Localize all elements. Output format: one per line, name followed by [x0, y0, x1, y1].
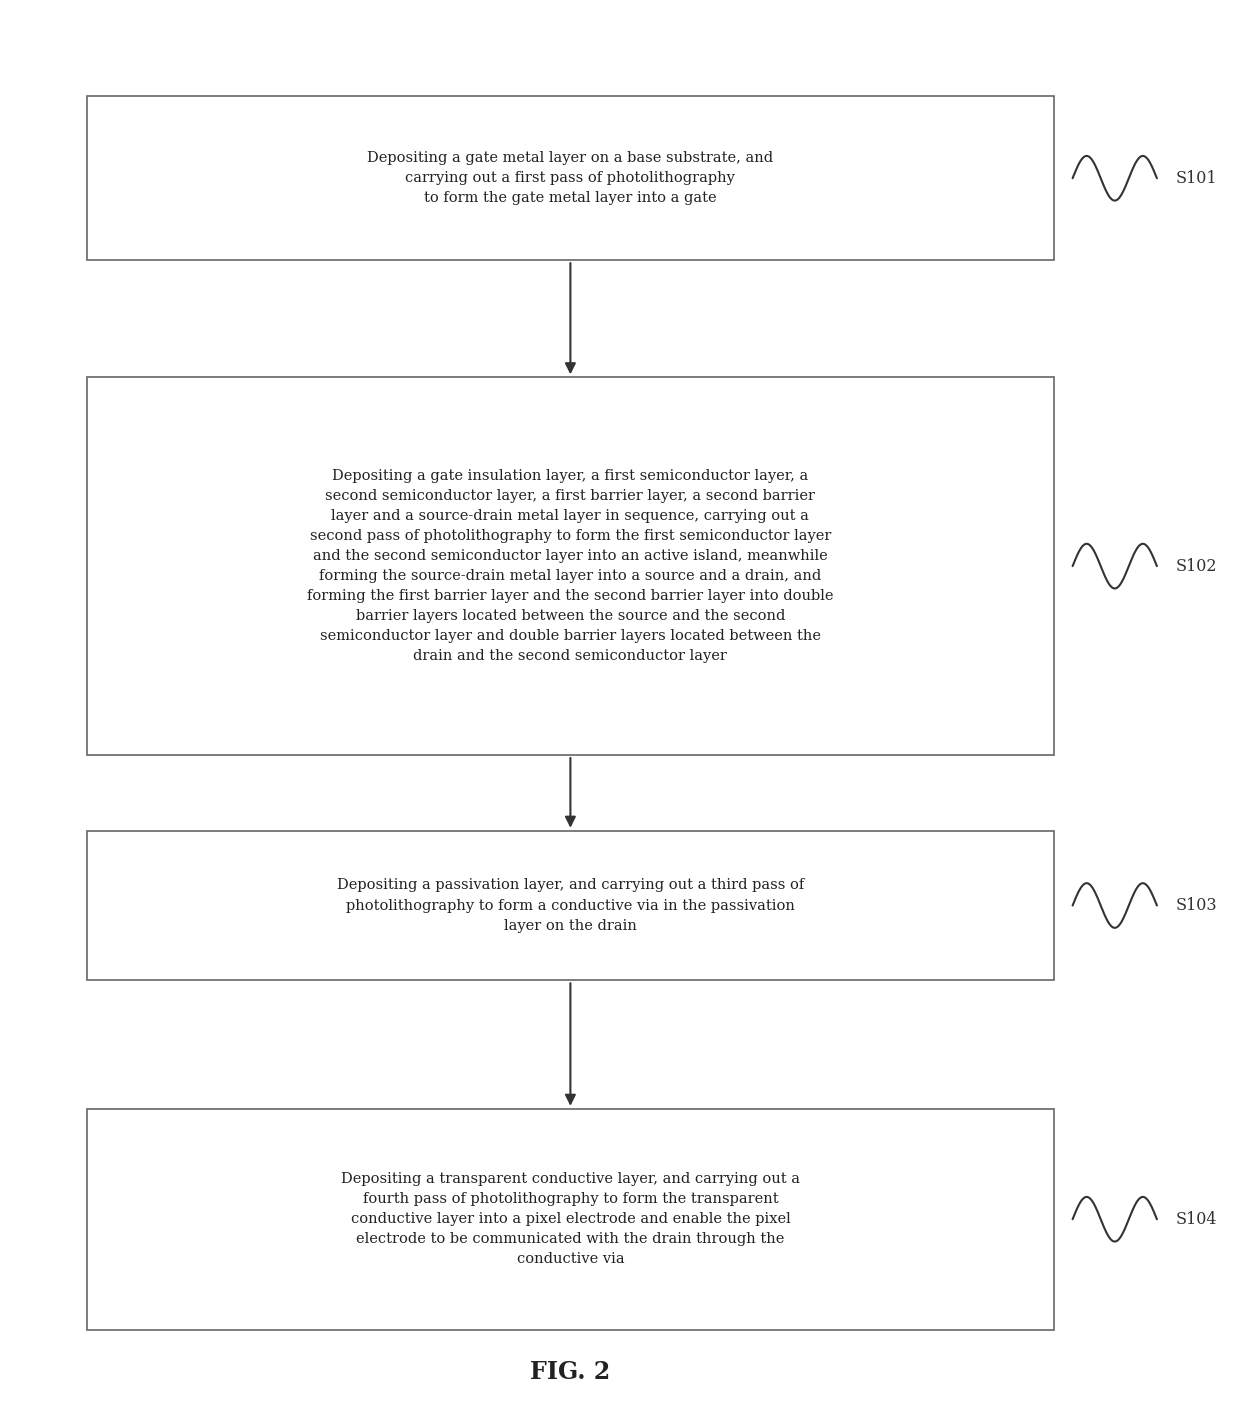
FancyBboxPatch shape: [87, 97, 1054, 260]
Text: Depositing a transparent conductive layer, and carrying out a
fourth pass of pho: Depositing a transparent conductive laye…: [341, 1172, 800, 1266]
FancyBboxPatch shape: [87, 1109, 1054, 1329]
Text: Depositing a gate metal layer on a base substrate, and
carrying out a first pass: Depositing a gate metal layer on a base …: [367, 151, 774, 205]
Text: S101: S101: [1176, 170, 1218, 187]
Text: Depositing a gate insulation layer, a first semiconductor layer, a
second semico: Depositing a gate insulation layer, a fi…: [308, 469, 833, 663]
Text: S102: S102: [1176, 558, 1216, 575]
Text: FIG. 2: FIG. 2: [531, 1360, 610, 1383]
Text: S103: S103: [1176, 897, 1218, 914]
Text: S104: S104: [1176, 1211, 1216, 1228]
Text: Depositing a passivation layer, and carrying out a third pass of
photolithograph: Depositing a passivation layer, and carr…: [337, 878, 804, 933]
FancyBboxPatch shape: [87, 376, 1054, 756]
FancyBboxPatch shape: [87, 830, 1054, 981]
